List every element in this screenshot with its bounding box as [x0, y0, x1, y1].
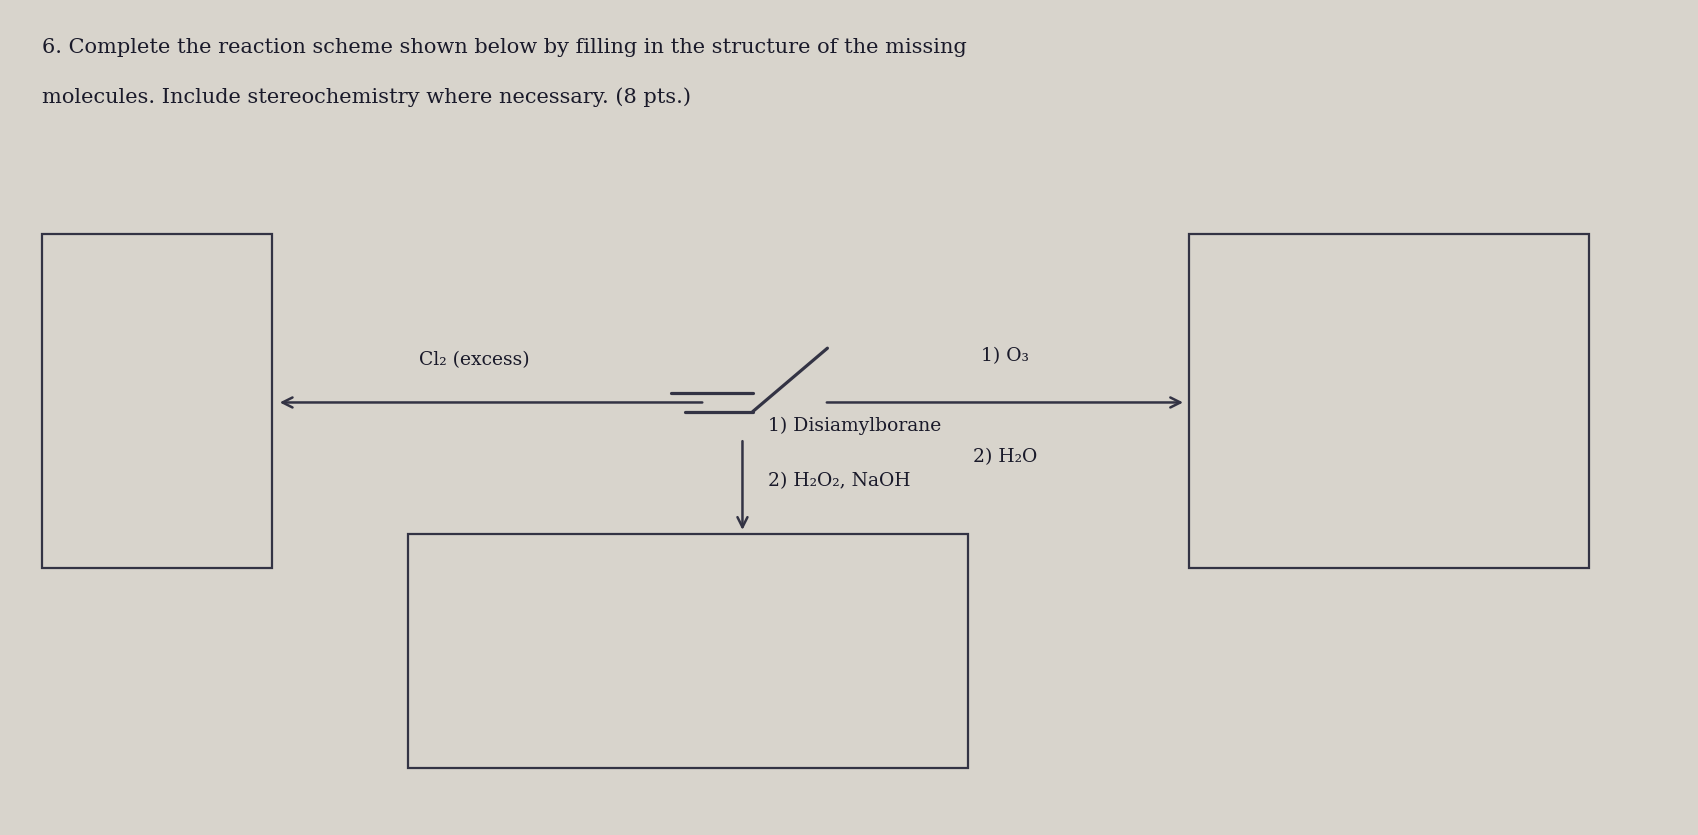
Text: molecules. Include stereochemistry where necessary. (8 pts.): molecules. Include stereochemistry where… [42, 88, 691, 108]
Bar [1189, 234, 1588, 568]
Bar [408, 534, 968, 768]
Text: Cl₂ (excess): Cl₂ (excess) [418, 351, 530, 369]
Text: 2) H₂O: 2) H₂O [973, 448, 1036, 467]
Bar [42, 234, 272, 568]
Text: 1) Disiamylborane: 1) Disiamylborane [767, 418, 941, 436]
Text: 6. Complete the reaction scheme shown below by filling in the structure of the m: 6. Complete the reaction scheme shown be… [42, 38, 966, 57]
Text: 2) H₂O₂, NaOH: 2) H₂O₂, NaOH [767, 472, 910, 489]
Text: 1) O₃: 1) O₃ [980, 347, 1029, 365]
